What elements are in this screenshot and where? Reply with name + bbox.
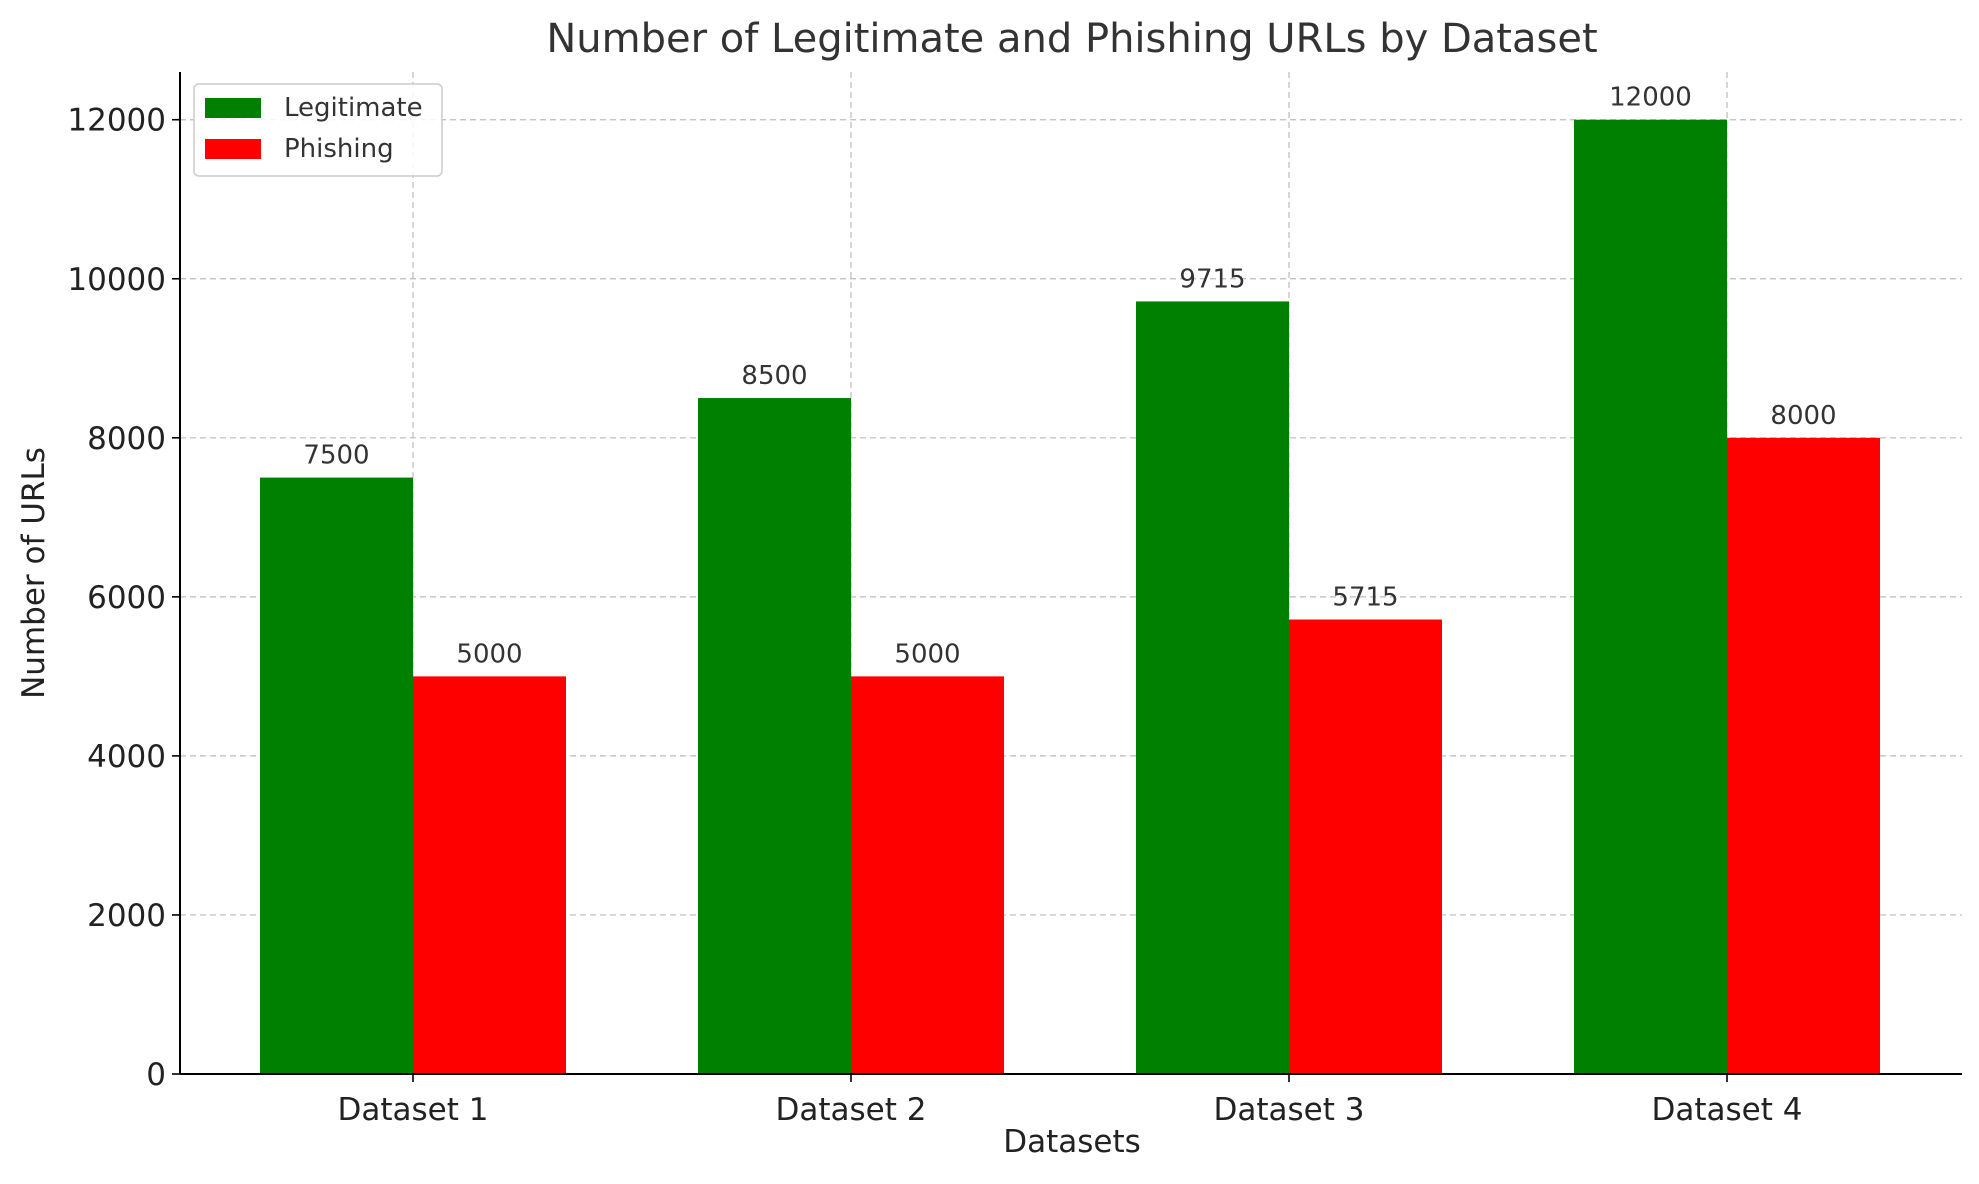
- data-label-phishing-2: 5000: [894, 639, 960, 669]
- data-label-phishing-1: 5000: [456, 639, 522, 669]
- legend-label-legitimate: Legitimate: [284, 93, 423, 123]
- data-label-legitimate-2: 8500: [741, 361, 807, 391]
- x-tick-label: Dataset 1: [338, 1092, 489, 1128]
- bar-phishing-3: [1289, 619, 1442, 1074]
- bar-legitimate-2: [698, 398, 851, 1074]
- y-tick-label: 4000: [87, 739, 166, 775]
- bar-phishing-2: [851, 676, 1004, 1074]
- legend-swatch-phishing: [205, 139, 261, 159]
- data-label-legitimate-3: 9715: [1179, 264, 1245, 294]
- y-tick-label: 12000: [67, 103, 166, 139]
- data-labels: 7500 8500 9715 12000 5000 5000 5715 8000: [303, 83, 1836, 670]
- legend-label-phishing: Phishing: [284, 134, 394, 164]
- legend: Legitimate Phishing: [193, 83, 443, 177]
- data-label-legitimate-1: 7500: [303, 441, 369, 471]
- x-axis-label: Datasets: [1003, 1124, 1141, 1160]
- x-tick-label: Dataset 2: [776, 1092, 927, 1128]
- data-label-phishing-4: 8000: [1770, 401, 1836, 431]
- y-tick-label: 0: [146, 1057, 166, 1093]
- bar-legitimate-1: [260, 477, 413, 1075]
- x-tick-label: Dataset 4: [1652, 1092, 1803, 1128]
- bar-legitimate-4: [1574, 119, 1727, 1074]
- y-tick-label: 8000: [87, 421, 166, 457]
- data-label-phishing-3: 5715: [1332, 583, 1398, 613]
- bar-legitimate-3: [1136, 301, 1289, 1075]
- bars: [260, 119, 1880, 1075]
- y-axis-label: Number of URLs: [16, 447, 52, 699]
- x-tick-label: Dataset 3: [1214, 1092, 1365, 1128]
- bar-phishing-4: [1727, 437, 1880, 1074]
- y-tick-label: 6000: [87, 580, 166, 616]
- y-tick-label: 2000: [87, 898, 166, 934]
- chart-title: Number of Legitimate and Phishing URLs b…: [546, 16, 1597, 62]
- axes: 0 2000 4000 6000 8000 10000 12000 Dataset 1 Data…: [67, 72, 1962, 1128]
- y-tick-label: 10000: [67, 262, 166, 298]
- bar-phishing-1: [413, 676, 566, 1074]
- legend-swatch-legitimate: [205, 98, 261, 118]
- data-label-legitimate-4: 12000: [1609, 83, 1692, 113]
